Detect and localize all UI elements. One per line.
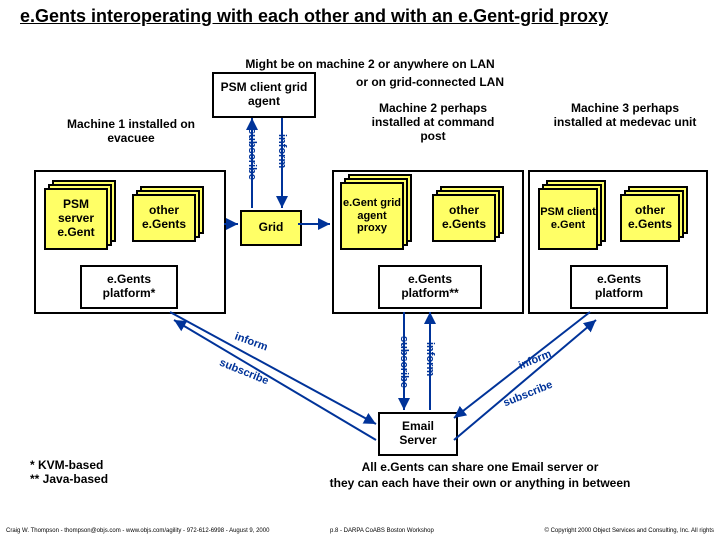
other-egents-2-box: other e.Gents (432, 194, 496, 242)
footnote-1: * KVM-based (30, 458, 108, 472)
top-note-2: or on grid-connected LAN (330, 76, 530, 90)
subscribe-label-top: subscribe (246, 128, 258, 180)
psm-client-egent-box: PSM client e.Gent (538, 188, 598, 250)
bottom-note-2: they can each have their own or anything… (270, 476, 690, 490)
subscribe-label-mid: subscribe (398, 336, 410, 388)
bottom-note-1: All e.Gents can share one Email server o… (300, 460, 660, 474)
other-egents-3-stack: other e.Gents (620, 194, 676, 238)
footnote-2: ** Java-based (30, 472, 108, 486)
inform-label-top: inform (276, 134, 288, 168)
email-server-box: Email Server (378, 412, 458, 456)
inform-label-mid: inform (424, 342, 436, 376)
machine1-label: Machine 1 installed on evacuee (56, 118, 206, 146)
top-note-1: Might be on machine 2 or anywhere on LAN (210, 58, 530, 72)
footnotes: * KVM-based ** Java-based (30, 458, 108, 486)
psm-server-egent-stack: PSM server e.Gent (44, 188, 104, 246)
subscribe-label-right: subscribe (502, 379, 555, 410)
platform-plain-box: e.Gents platform (570, 265, 668, 309)
other-egents-3-box: other e.Gents (620, 194, 680, 242)
other-egents-1-stack: other e.Gents (132, 194, 192, 238)
subscribe-label-left: subscribe (218, 357, 271, 388)
psm-client-egent-stack: PSM client e.Gent (538, 188, 594, 246)
psm-server-egent-box: PSM server e.Gent (44, 188, 108, 250)
inform-label-left: inform (233, 331, 269, 354)
inform-label-right: inform (517, 348, 553, 372)
platform-star-box: e.Gents platform* (80, 265, 178, 309)
footer-center: p.8 - DARPA CoABS Boston Workshop (330, 528, 434, 534)
egent-grid-agent-proxy-box: e.Gent grid agent proxy (340, 182, 404, 250)
footer-right: © Copyright 2000 Object Services and Con… (544, 528, 714, 534)
egent-grid-agent-proxy-stack: e.Gent grid agent proxy (340, 182, 400, 246)
machine3-label: Machine 3 perhaps installed at medevac u… (550, 102, 700, 130)
other-egents-2-stack: other e.Gents (432, 194, 492, 238)
platform-dstar-box: e.Gents platform** (378, 265, 482, 309)
footer-left: Craig W. Thompson - thompson@objs.com - … (6, 528, 269, 534)
other-egents-1-box: other e.Gents (132, 194, 196, 242)
psm-client-grid-agent-box: PSM client grid agent (212, 72, 316, 118)
machine2-label: Machine 2 perhaps installed at command p… (358, 102, 508, 143)
slide: e.Gents interoperating with each other a… (0, 0, 720, 540)
grid-box: Grid (240, 210, 302, 246)
slide-title: e.Gents interoperating with each other a… (20, 6, 608, 27)
